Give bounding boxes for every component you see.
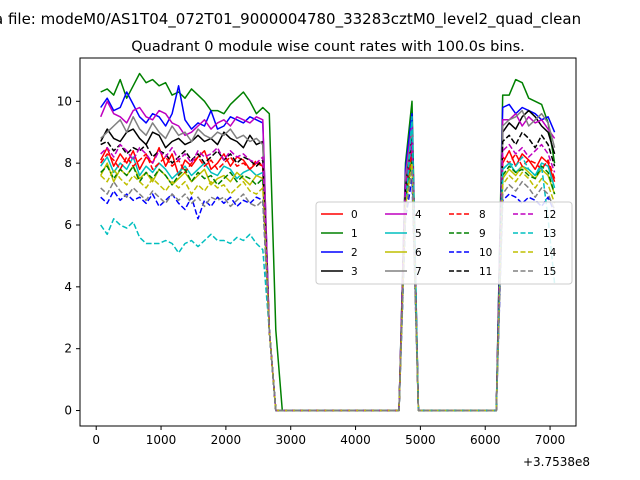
legend-label-12: 12 <box>543 209 556 221</box>
legend-label-5: 5 <box>415 228 422 240</box>
chart-title: Quadrant 0 module wise count rates with … <box>131 39 525 55</box>
legend-label-2: 2 <box>351 247 358 259</box>
legend-label-6: 6 <box>415 247 422 259</box>
legend-label-7: 7 <box>415 266 422 278</box>
legend-label-3: 3 <box>351 266 358 278</box>
x-tick-label: 1000 <box>146 433 177 447</box>
x-tick-label: 5000 <box>405 433 436 447</box>
y-tick-label: 2 <box>64 342 72 356</box>
y-tick-label: 8 <box>64 156 72 170</box>
legend-label-14: 14 <box>543 247 557 259</box>
y-tick-label: 0 <box>64 404 72 418</box>
series-line-15 <box>100 168 556 412</box>
y-tick-label: 4 <box>64 280 72 294</box>
x-tick-label: 2000 <box>211 433 242 447</box>
y-tick-label: 10 <box>57 94 72 108</box>
legend-box <box>315 201 573 285</box>
legend-label-9: 9 <box>479 228 486 240</box>
x-tick-label: 0 <box>92 433 100 447</box>
legend-label-1: 1 <box>351 228 358 240</box>
series-line-14 <box>100 162 556 412</box>
x-tick-label: 4000 <box>340 433 371 447</box>
series-layer <box>100 72 556 412</box>
legend-label-10: 10 <box>479 247 492 259</box>
x-offset-label: +3.7538e8 <box>523 455 590 469</box>
x-tick-label: 6000 <box>470 433 501 447</box>
legend-label-13: 13 <box>543 228 556 240</box>
legend-label-4: 4 <box>415 209 422 221</box>
x-tick-label: 3000 <box>275 433 306 447</box>
legend-label-0: 0 <box>351 209 358 221</box>
plot-frame <box>79 57 577 427</box>
legend-label-15: 15 <box>543 266 556 278</box>
figure-suptitle: a file: modeM0/AS1T04_072T01_9000004780_… <box>0 10 581 29</box>
legend-label-8: 8 <box>479 209 486 221</box>
y-tick-label: 6 <box>64 218 72 232</box>
legend-label-11: 11 <box>479 266 492 278</box>
x-tick-label: 7000 <box>535 433 566 447</box>
